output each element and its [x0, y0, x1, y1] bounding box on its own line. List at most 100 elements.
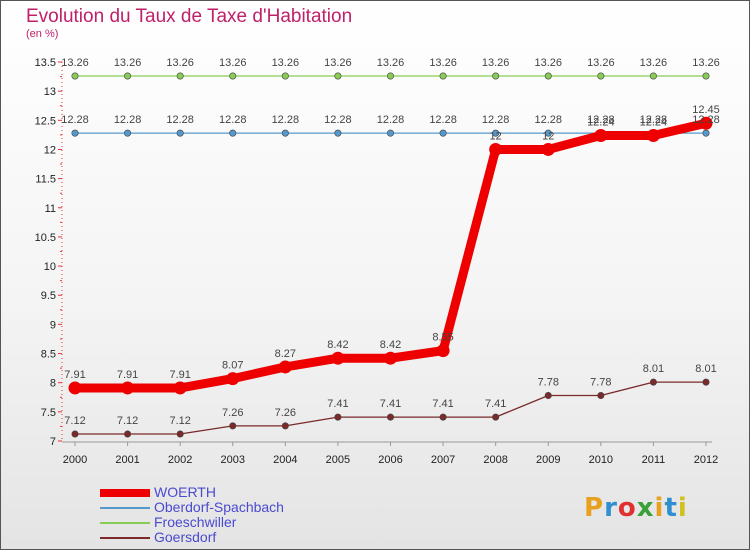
data-label: 7.91 — [169, 369, 190, 381]
data-label: 7.12 — [169, 415, 190, 427]
data-point — [229, 129, 237, 137]
data-label: 12.24 — [640, 116, 668, 128]
data-label: 12.28 — [272, 114, 300, 126]
legend-swatch — [100, 489, 150, 497]
data-point — [489, 142, 503, 156]
data-label: 8.01 — [643, 363, 664, 375]
data-point — [541, 142, 555, 156]
data-point — [334, 72, 342, 80]
y-tick-label: 12 — [44, 144, 56, 156]
y-tick-label: 10.5 — [35, 232, 56, 244]
data-point — [331, 351, 345, 365]
data-point — [544, 72, 552, 80]
data-point — [646, 128, 660, 142]
x-tick-label: 2000 — [63, 454, 87, 466]
data-point — [229, 72, 237, 80]
data-label: 13.26 — [324, 57, 352, 69]
logo-letter: o — [617, 493, 637, 523]
data-point — [124, 430, 132, 438]
y-tick-label: 13 — [44, 86, 56, 98]
data-point — [702, 72, 710, 80]
data-point — [702, 378, 710, 386]
x-tick-label: 2002 — [168, 454, 192, 466]
y-tick-label: 13.5 — [35, 57, 56, 69]
data-label: 8.42 — [380, 339, 401, 351]
data-label: 13.26 — [61, 57, 89, 69]
x-tick-label: 2010 — [589, 454, 613, 466]
data-label: 8.55 — [432, 332, 453, 344]
data-point — [439, 129, 447, 137]
data-point — [386, 413, 394, 421]
data-label: 8.42 — [327, 339, 348, 351]
y-tick-label: 8 — [50, 378, 56, 390]
data-label: 13.26 — [166, 57, 194, 69]
y-tick-label: 7 — [50, 436, 56, 448]
data-point — [281, 422, 289, 430]
data-point — [384, 351, 397, 365]
y-tick-label: 11 — [45, 203, 56, 215]
data-label: 12.45 — [692, 104, 720, 116]
data-point — [386, 129, 394, 137]
x-tick-label: 2011 — [642, 454, 666, 466]
data-point — [176, 430, 184, 438]
legend-label: WOERTH — [154, 484, 216, 500]
data-label: 7.78 — [538, 377, 559, 389]
data-point — [492, 72, 500, 80]
data-point — [121, 381, 135, 395]
proxiti-logo: Proxiti — [584, 493, 688, 523]
data-label: 12.24 — [587, 116, 615, 128]
y-tick-label: 12.5 — [35, 115, 56, 127]
data-point — [281, 72, 289, 80]
data-point — [492, 129, 500, 137]
logo-letter: r — [604, 493, 618, 523]
legend-swatch — [100, 507, 150, 509]
logo-letter: x — [636, 493, 655, 523]
legend-swatch — [100, 522, 150, 524]
data-label: 13.26 — [219, 57, 247, 69]
y-tick-label: 9 — [50, 319, 56, 331]
data-label: 12.28 — [587, 114, 615, 126]
line-chart: 7 7.5 8 8.5 9 9.5 10 10.5 11 11.5 12 12.5 13 13.5 2000… — [35, 57, 720, 466]
data-point — [124, 129, 132, 137]
data-label: 12.28 — [692, 114, 720, 126]
y-tick-label: 9.5 — [41, 290, 56, 302]
data-label: 12.28 — [219, 114, 247, 126]
x-tick-label: 2004 — [273, 454, 297, 466]
data-point — [544, 392, 552, 400]
x-tick-label: 2005 — [326, 454, 350, 466]
x-tick-label: 2008 — [483, 454, 507, 466]
data-label: 8.01 — [695, 363, 716, 375]
data-point — [597, 72, 605, 80]
y-tick-label: 10 — [44, 261, 56, 273]
data-point — [649, 378, 657, 386]
data-point — [176, 72, 184, 80]
data-point — [71, 72, 79, 80]
data-label: 8.07 — [222, 360, 243, 372]
data-point — [699, 116, 713, 130]
data-label: 8.27 — [275, 348, 296, 360]
data-label: 13.26 — [587, 57, 615, 69]
logo-letter: i — [677, 493, 688, 523]
data-point — [71, 430, 79, 438]
data-point — [594, 128, 608, 142]
data-point — [439, 413, 447, 421]
data-point — [173, 381, 187, 395]
data-label: 7.26 — [222, 407, 243, 419]
data-label: 12.28 — [166, 114, 194, 126]
data-point — [68, 381, 82, 395]
legend-label: Goersdorf — [154, 529, 217, 545]
data-label: 7.41 — [327, 398, 348, 410]
x-tick-label: 2007 — [431, 454, 455, 466]
data-point — [226, 372, 240, 386]
data-label: 13.26 — [534, 57, 562, 69]
data-label: 13.26 — [429, 57, 457, 69]
data-label: 7.91 — [117, 369, 138, 381]
data-point — [492, 413, 500, 421]
data-label: 12.28 — [534, 114, 562, 126]
logo-letter: i — [654, 493, 665, 523]
data-point — [124, 72, 132, 80]
data-label: 7.26 — [275, 407, 296, 419]
data-label: 13.26 — [692, 57, 720, 69]
data-point — [649, 72, 657, 80]
